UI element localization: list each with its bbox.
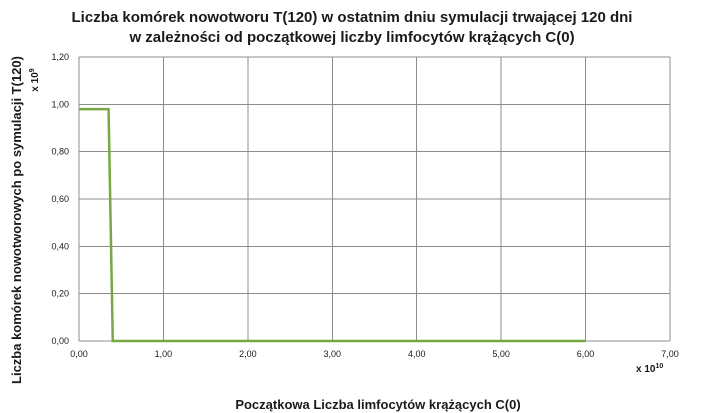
x-multiplier: x 1010 [636,363,663,375]
tick-labels: 0,00 0,20 0,40 0,60 0,80 1,00 1,20 0,00 1,00 2,00… [51,52,678,359]
x-axis-title: Początkowa Liczba limfocytów krążących C… [235,397,520,412]
x-tick-label: 2,00 [239,349,257,359]
y-multiplier: x 109 [29,68,41,91]
gridlines [78,56,671,342]
y-tick-label: 0,20 [51,289,69,299]
y-tick-label: 0,00 [51,336,69,346]
x-tick-label: 4,00 [408,349,426,359]
x-tick-label: 3,00 [324,349,342,359]
chart-title-line-2: w zależności od początkowej liczby limfo… [128,29,574,46]
y-axis-title: Liczba komórek nowotworowych po symulacj… [9,56,24,384]
x-tick-label: 1,00 [155,349,173,359]
series-line [79,107,586,343]
y-tick-label: 0,60 [51,194,69,204]
chart-title-line-1: Liczba komórek nowotworu T(120) w ostatn… [72,9,633,26]
y-tick-label: 1,20 [51,52,69,62]
x-tick-label: 5,00 [492,349,510,359]
y-tick-label: 0,40 [51,241,69,251]
x-tick-label: 0,00 [70,349,88,359]
y-tick-label: 1,00 [51,99,69,109]
series-layer [79,107,586,343]
y-tick-label: 0,80 [51,147,69,157]
x-tick-label: 6,00 [577,349,595,359]
x-tick-label: 7,00 [661,349,679,359]
